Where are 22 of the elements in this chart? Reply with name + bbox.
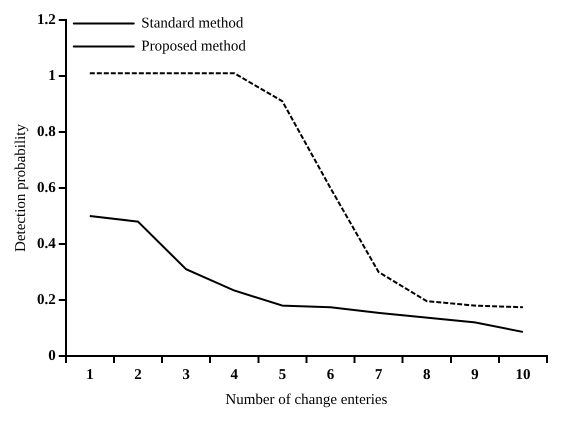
x-tick-label: 1 (86, 366, 94, 383)
x-tick-label: 3 (182, 366, 190, 383)
y-tick-label: 0.4 (37, 236, 56, 252)
x-tick-label: 4 (230, 366, 238, 383)
y-tick-label: 0 (48, 348, 56, 364)
y-tick-label: 0.6 (37, 180, 56, 196)
x-tick-label: 2 (134, 366, 142, 383)
x-tick-label: 10 (515, 366, 530, 383)
x-tick-label: 6 (326, 366, 335, 383)
x-tick-label: 8 (422, 366, 430, 383)
x-tick-label: 5 (278, 366, 286, 383)
x-tick-label: 9 (471, 366, 479, 383)
y-tick-label: 0.2 (37, 292, 56, 308)
y-tick-label: 1 (48, 68, 56, 84)
legend-label: Standard method (141, 15, 244, 32)
line-series (88, 72, 524, 308)
y-axis-title: Detection probability (12, 124, 29, 252)
x-tick-label: 7 (374, 366, 383, 383)
x-axis-title: Number of change enteries (225, 392, 388, 408)
legend-label: Proposed method (141, 38, 246, 54)
y-tick-label: 1.2 (37, 12, 56, 28)
y-tick-label: 0.8 (37, 124, 56, 140)
